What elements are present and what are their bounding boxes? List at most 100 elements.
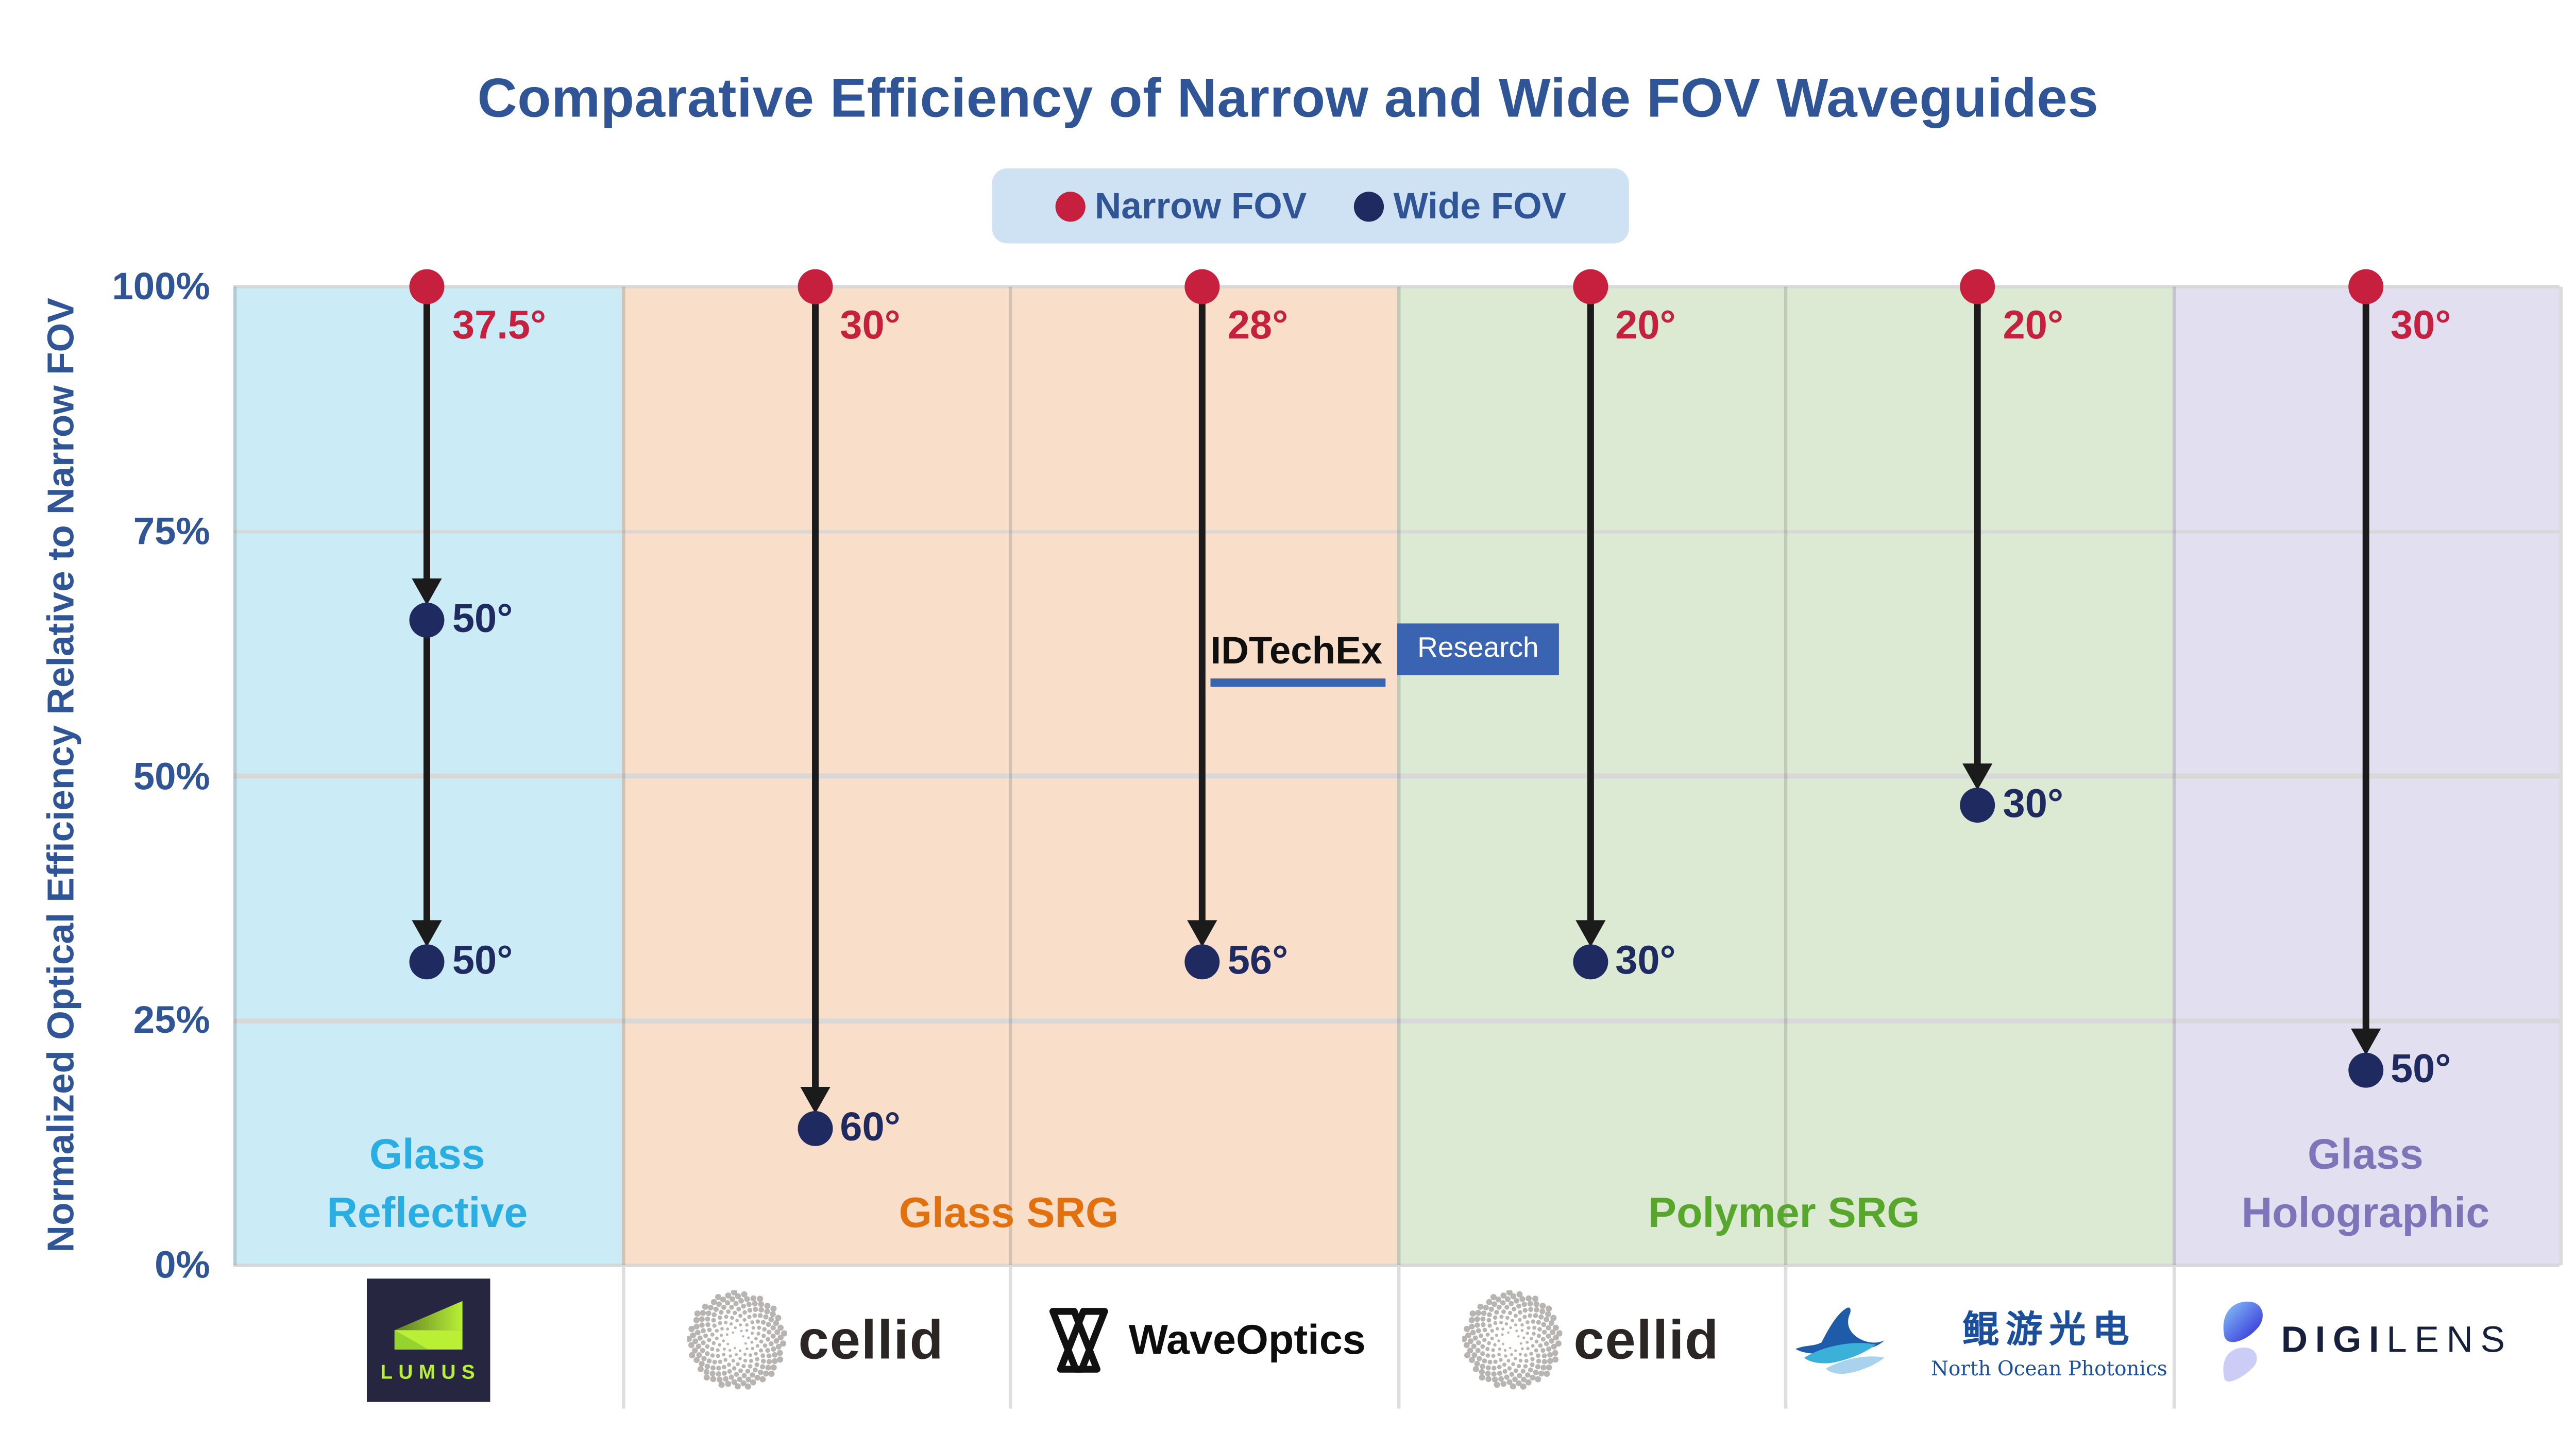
digilens-wordmark-lens: LENS <box>2386 1318 2513 1360</box>
arrow-line <box>811 300 819 1088</box>
grid-line <box>233 1018 2560 1023</box>
north-ocean-en-wordmark: North Ocean Photonics <box>1931 1357 2167 1380</box>
wide-fov-value: 60° <box>840 1105 901 1150</box>
legend-label-wide: Wide FOV <box>1393 184 1567 226</box>
watermark-brand: IDTechEx <box>1210 628 1386 687</box>
north-ocean-wave-icon <box>1795 1307 1885 1374</box>
logo-divider <box>1784 1265 1788 1409</box>
column-divider <box>1008 286 1012 1266</box>
grid-line <box>233 774 2560 778</box>
grid-line <box>233 1263 2560 1268</box>
logo-north-ocean-photonics: 鲲游光电 North Ocean Photonics <box>1784 1267 2173 1414</box>
wide-fov-dot <box>1185 944 1221 980</box>
arrow-head-icon <box>412 577 443 605</box>
logo-cellid-2: cellid <box>1396 1267 1785 1414</box>
narrow-fov-value: 28° <box>1227 303 1289 349</box>
category-label: Glass SRG <box>899 1190 1119 1237</box>
lumus-mark-icon <box>394 1300 462 1349</box>
arrow-head-icon <box>412 920 443 947</box>
arrow-head-icon <box>800 1086 830 1114</box>
waveoptics-w-icon <box>1049 1308 1108 1373</box>
logo-lumus: LUMUS <box>233 1267 622 1414</box>
legend-item-wide-fov: Wide FOV <box>1353 184 1566 228</box>
narrow-fov-dot <box>1185 269 1221 304</box>
cellid-wordmark: cellid <box>798 1308 944 1371</box>
arrow-head-icon <box>1188 920 1218 947</box>
column-divider <box>1784 286 1788 1266</box>
cellid-spiral-icon <box>1462 1290 1562 1390</box>
wide-fov-dot <box>2348 1052 2383 1087</box>
logo-divider <box>2172 1265 2175 1409</box>
y-tick-label: 50% <box>133 753 210 797</box>
arrow-line <box>2362 300 2369 1030</box>
wide-fov-value: 56° <box>1227 939 1289 984</box>
y-tick-label: 25% <box>133 998 210 1042</box>
digilens-petals-icon <box>2223 1301 2263 1382</box>
wide-fov-dot <box>410 602 445 637</box>
chart-title: Comparative Efficiency of Narrow and Wid… <box>477 66 2099 129</box>
narrow-fov-value: 20° <box>1615 303 1676 349</box>
watermark-tag: Research <box>1397 623 1559 675</box>
narrow-fov-value: 30° <box>840 303 901 349</box>
legend-label-narrow: Narrow FOV <box>1094 184 1307 226</box>
wide-fov-value: 50° <box>2390 1046 2451 1092</box>
arrow-line <box>1587 300 1594 922</box>
arrow-line <box>423 633 431 922</box>
legend: Narrow FOV Wide FOV <box>992 168 1629 244</box>
wide-fov-value: 30° <box>2003 782 2064 827</box>
y-tick-label: 75% <box>133 508 210 553</box>
digilens-wordmark-digi: DIGI <box>2281 1318 2387 1360</box>
wide-fov-dot <box>410 944 445 980</box>
logo-divider <box>1396 1265 1400 1409</box>
wide-fov-dot <box>797 1111 833 1146</box>
category-label: Glass Holographic <box>2241 1132 2490 1237</box>
category-label: Glass Reflective <box>327 1132 528 1237</box>
wide-fov-dot-icon <box>1353 191 1384 221</box>
waveoptics-wordmark: WaveOptics <box>1128 1316 1366 1363</box>
arrow-line <box>423 300 431 579</box>
north-ocean-text-block: 鲲游光电 North Ocean Photonics <box>1931 1300 2167 1380</box>
grid-line <box>233 529 2560 534</box>
narrow-fov-value: 30° <box>2390 303 2451 349</box>
logo-cellid-1: cellid <box>621 1267 1010 1414</box>
arrow-head-icon <box>1575 920 1605 947</box>
north-ocean-cn-wordmark: 鲲游光电 <box>1962 1308 2136 1352</box>
cellid-spiral-icon <box>686 1290 787 1390</box>
wide-fov-dot <box>1572 944 1608 980</box>
logo-digilens: DIGI LENS <box>2172 1267 2560 1414</box>
digilens-wordmark: DIGI LENS <box>2281 1319 2513 1362</box>
lumus-flag-icon: LUMUS <box>366 1278 489 1402</box>
column-divider <box>621 286 624 1266</box>
arrow-line <box>1199 300 1206 922</box>
narrow-fov-dot <box>410 269 445 304</box>
category-label: Polymer SRG <box>1648 1190 1920 1237</box>
wide-fov-value: 50° <box>452 939 513 984</box>
wide-fov-dot <box>1960 788 1995 823</box>
logo-waveoptics: WaveOptics <box>1009 1267 1397 1414</box>
y-tick-label: 0% <box>155 1242 210 1286</box>
column-divider <box>2172 286 2175 1266</box>
narrow-fov-value: 37.5° <box>452 303 547 349</box>
narrow-fov-value: 20° <box>2003 303 2064 349</box>
logo-divider <box>1008 1265 1012 1409</box>
column-divider <box>1396 286 1400 1266</box>
narrow-fov-dot <box>1960 269 1995 304</box>
y-tick-label: 100% <box>112 264 210 308</box>
grid-line <box>233 284 2560 289</box>
narrow-fov-dot-icon <box>1055 191 1085 221</box>
cellid-wordmark: cellid <box>1573 1308 1720 1371</box>
arrow-line <box>1974 300 1981 765</box>
column-divider <box>233 286 237 1266</box>
arrow-head-icon <box>2350 1028 2381 1055</box>
watermark: IDTechEx Research <box>1210 623 1559 687</box>
logo-divider <box>621 1265 624 1409</box>
lumus-wordmark: LUMUS <box>380 1359 481 1383</box>
narrow-fov-dot <box>1572 269 1608 304</box>
narrow-fov-dot <box>2348 269 2383 304</box>
arrow-head-icon <box>1962 763 1993 791</box>
legend-item-narrow-fov: Narrow FOV <box>1055 184 1307 228</box>
column-divider <box>2559 286 2563 1266</box>
narrow-fov-dot <box>797 269 833 304</box>
wide-fov-value: 50° <box>452 596 513 641</box>
